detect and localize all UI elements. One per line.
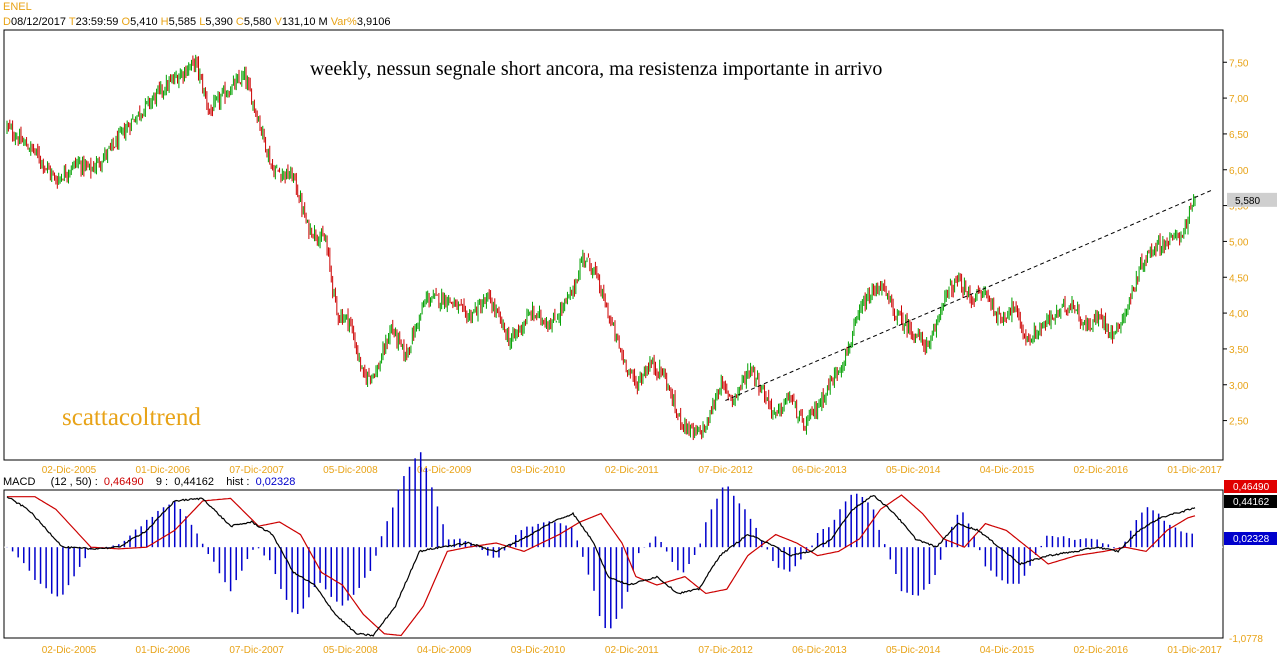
- macd-x-tick-label: 04-Dic-2015: [980, 645, 1035, 656]
- price-x-tick-label: 01-Dic-2017: [1167, 465, 1222, 476]
- price-x-tick-label: 02-Dic-2016: [1074, 465, 1129, 476]
- price-y-tick-label: 4,00: [1229, 309, 1249, 320]
- resistance-trendline: [725, 189, 1214, 401]
- macd-x-tick-label: 02-Dic-2005: [42, 645, 97, 656]
- price-x-tick-label: 02-Dic-2011: [605, 465, 659, 476]
- ticker-label: ENEL: [3, 1, 32, 13]
- price-x-tick-label: 04-Dic-2009: [417, 465, 472, 476]
- macd-panel-frame: [3, 489, 1224, 639]
- macd-x-tick-label: 04-Dic-2009: [417, 645, 472, 656]
- price-y-tick-label: 3,00: [1229, 381, 1249, 392]
- macd-line: [6, 494, 1196, 637]
- macd-x-tick-label: 01-Dic-2006: [136, 645, 191, 656]
- macd-x-tick-label: 07-Dic-2007: [229, 645, 284, 656]
- macd-x-tick-label: 02-Dic-2016: [1074, 645, 1129, 656]
- signal-value-box-label: 0,44162: [1233, 497, 1270, 508]
- price-panel-frame: [3, 29, 1224, 461]
- price-x-tick-label: 06-Dic-2013: [792, 465, 847, 476]
- macd-x-tick-label: 05-Dic-2008: [323, 645, 378, 656]
- macd-x-tick-label: 01-Dic-2017: [1167, 645, 1222, 656]
- hist-value-box-label: 0,02328: [1233, 534, 1270, 545]
- last-price-label: 5,580: [1235, 196, 1260, 207]
- price-y-tick-label: 4,50: [1229, 273, 1249, 284]
- macd-x-tick-label: 06-Dic-2013: [792, 645, 847, 656]
- price-x-tick-label: 01-Dic-2006: [136, 465, 191, 476]
- last-price-box: [1227, 192, 1277, 207]
- watermark-text: scattacoltrend: [62, 404, 201, 431]
- macd-x-tick-label: 03-Dic-2010: [511, 645, 566, 656]
- price-x-tick-label: 05-Dic-2008: [323, 465, 378, 476]
- price-y-tick-label: 7,50: [1229, 58, 1249, 69]
- price-x-tick-label: 02-Dic-2005: [42, 465, 97, 476]
- macd-value-box: [1224, 480, 1277, 493]
- ohlc-header: D08/12/2017 T23:59:59 O5,410 O H5,585 L5…: [3, 16, 391, 28]
- signal-value-box: [1224, 495, 1277, 508]
- price-y-tick-label: 6,50: [1229, 130, 1249, 141]
- price-y-tick-label: 5,00: [1229, 237, 1249, 248]
- price-x-tick-label: 04-Dic-2015: [980, 465, 1035, 476]
- macd-signal-line: [7, 494, 1196, 637]
- macd-x-tick-label: 05-Dic-2014: [886, 645, 941, 656]
- macd-x-tick-label: 02-Dic-2011: [605, 645, 659, 656]
- price-x-tick-label: 07-Dic-2007: [229, 465, 284, 476]
- price-x-tick-label: 03-Dic-2010: [511, 465, 566, 476]
- price-y-tick-label: 2,50: [1229, 417, 1249, 428]
- price-y-tick-label: 3,50: [1229, 345, 1249, 356]
- macd-x-tick-label: 07-Dic-2012: [698, 645, 753, 656]
- hist-value-box: [1224, 532, 1277, 545]
- price-x-tick-label: 07-Dic-2012: [698, 465, 753, 476]
- price-y-tick-label: 5,50: [1229, 202, 1249, 213]
- price-x-tick-label: 05-Dic-2014: [886, 465, 941, 476]
- macd-header: MACD (12 , 50) : 0,46490 9 : 0,44162 his…: [3, 476, 296, 488]
- price-xaxis-band: [4, 462, 1223, 476]
- price-y-tick-label: 6,00: [1229, 166, 1249, 177]
- price-y-tick-label: 7,00: [1229, 94, 1249, 105]
- macd-value-box-label: 0,46490: [1233, 482, 1270, 493]
- macd-y-min-label: -1,0778: [1229, 634, 1263, 645]
- chart-annotation: weekly, nessun segnale short ancora, ma …: [310, 58, 883, 80]
